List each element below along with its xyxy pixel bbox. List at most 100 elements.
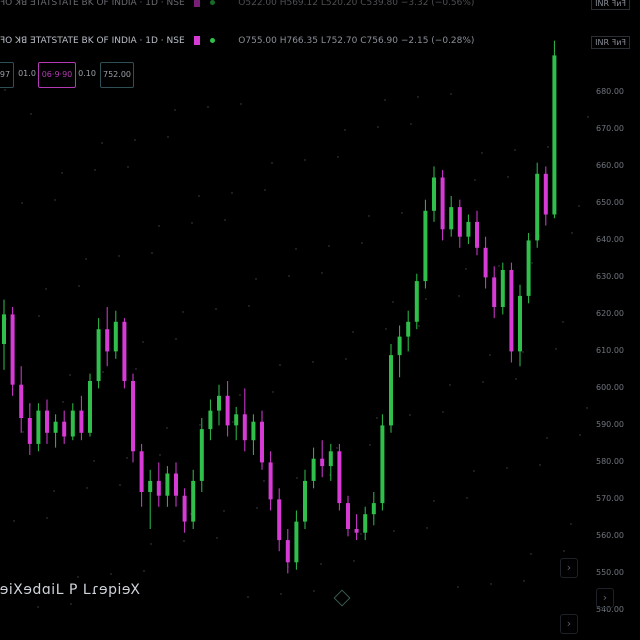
toolbar-button-5[interactable]: 752.00: [100, 62, 134, 88]
candle-body[interactable]: [182, 495, 187, 522]
candle-body[interactable]: [10, 314, 15, 385]
background-dot: [13, 520, 15, 522]
candle-body[interactable]: [346, 503, 350, 529]
candle-body[interactable]: [354, 529, 359, 533]
candlestick-chart[interactable]: [0, 0, 600, 640]
background-dot: [490, 583, 492, 585]
candle-body[interactable]: [397, 336, 402, 356]
currency-label[interactable]: INR ꟻᴎꟻ: [591, 36, 630, 49]
candle-body[interactable]: [414, 281, 419, 322]
candle-body[interactable]: [320, 458, 325, 467]
background-dot: [271, 162, 273, 164]
zoom-button[interactable]: ›: [596, 588, 614, 608]
candle-body[interactable]: [36, 410, 41, 444]
candle-body[interactable]: [165, 473, 170, 496]
candle-body[interactable]: [294, 521, 299, 563]
candle-body[interactable]: [492, 277, 497, 307]
candle-body[interactable]: [70, 410, 75, 437]
toolbar-value-2[interactable]: 01.0: [18, 69, 36, 78]
candle-body[interactable]: [156, 480, 161, 496]
candle-body[interactable]: [62, 421, 67, 437]
candle-body[interactable]: [53, 421, 58, 433]
candle-body[interactable]: [552, 55, 557, 215]
background-dot: [110, 573, 112, 575]
candle-body[interactable]: [2, 314, 6, 344]
candle-body[interactable]: [380, 425, 385, 504]
candle-body[interactable]: [285, 540, 290, 563]
candle-body[interactable]: [225, 395, 230, 426]
candle-body[interactable]: [19, 384, 24, 418]
candle-body[interactable]: [475, 221, 479, 248]
candle-body[interactable]: [96, 329, 101, 381]
candle-body[interactable]: [371, 503, 376, 515]
candle-body[interactable]: [526, 240, 531, 296]
candle-body[interactable]: [483, 247, 488, 278]
background-dot: [321, 272, 323, 274]
candle-body[interactable]: [543, 173, 548, 215]
background-dot: [135, 368, 137, 370]
candle-body[interactable]: [208, 410, 213, 430]
candle-body[interactable]: [449, 207, 454, 230]
scroll-right-button[interactable]: ›: [560, 614, 578, 634]
toolbar-button-3[interactable]: 06·9·90: [38, 62, 76, 88]
background-dot: [546, 437, 548, 439]
candle-body[interactable]: [406, 321, 411, 337]
background-dot: [426, 527, 428, 529]
candle-body[interactable]: [509, 270, 514, 352]
candle-body[interactable]: [242, 414, 247, 441]
background-dot: [465, 268, 467, 270]
candle-body[interactable]: [122, 321, 127, 381]
background-dot: [384, 99, 386, 101]
candle-body[interactable]: [105, 329, 110, 352]
candle-body[interactable]: [389, 355, 393, 426]
background-dot: [393, 530, 395, 532]
background-dot: [489, 354, 491, 356]
candle-body[interactable]: [260, 421, 264, 463]
background-dot: [304, 159, 306, 161]
background-dot: [240, 103, 242, 105]
candle-body[interactable]: [234, 414, 239, 426]
candle-body[interactable]: [363, 514, 368, 533]
ohlc-readout: O522.00 H569.12 L520.20 C539.80 −3.32 (−…: [238, 0, 475, 8]
candle-body[interactable]: [113, 321, 118, 352]
candle-body[interactable]: [432, 177, 436, 211]
background-dot: [46, 517, 48, 519]
candle-body[interactable]: [457, 207, 462, 237]
scroll-right-button[interactable]: ›: [560, 558, 578, 578]
symbol-name[interactable]: ꟻO ꓘꓭ ƎTATSTATE BK OF INDIA · 1D · NSE: [0, 36, 185, 46]
candle-body[interactable]: [535, 173, 540, 241]
candle-body[interactable]: [148, 480, 153, 492]
symbol-name[interactable]: ꟻO ꓘꓭ ƎTATSTATE BK OF INDIA · 1D · NSE: [0, 0, 185, 8]
background-dot: [61, 172, 63, 174]
candle-body[interactable]: [88, 381, 92, 433]
candle-body[interactable]: [79, 410, 84, 433]
background-dot: [345, 358, 347, 360]
candle-body[interactable]: [217, 395, 221, 411]
candle-body[interactable]: [337, 451, 342, 504]
candle-body[interactable]: [328, 451, 333, 467]
toolbar-value-4[interactable]: 0.10: [78, 69, 96, 78]
toolbar-button-1[interactable]: 97: [0, 62, 14, 88]
candle-body[interactable]: [303, 480, 307, 522]
candle-body[interactable]: [251, 421, 256, 441]
candle-body[interactable]: [131, 381, 135, 452]
candle-body[interactable]: [440, 177, 445, 230]
currency-label[interactable]: INR ꟻᴎꟻ: [591, 0, 630, 10]
candle-body[interactable]: [174, 473, 178, 496]
candle-body[interactable]: [518, 295, 522, 352]
candle-body[interactable]: [500, 270, 505, 307]
price-tick-label: 580.00: [596, 457, 624, 467]
candle-body[interactable]: [268, 462, 273, 500]
candle-body[interactable]: [277, 499, 282, 541]
candle-body[interactable]: [191, 480, 196, 522]
candle-body[interactable]: [466, 221, 471, 237]
candle-body[interactable]: [423, 210, 428, 282]
series-color-swatch: [193, 36, 200, 45]
candle-body[interactable]: [45, 410, 49, 433]
price-tick-label: 620.00: [596, 309, 624, 319]
background-dot: [360, 533, 362, 535]
candle-body[interactable]: [199, 429, 204, 481]
candle-body[interactable]: [139, 451, 144, 492]
candle-body[interactable]: [311, 458, 316, 481]
candle-body[interactable]: [27, 418, 32, 444]
